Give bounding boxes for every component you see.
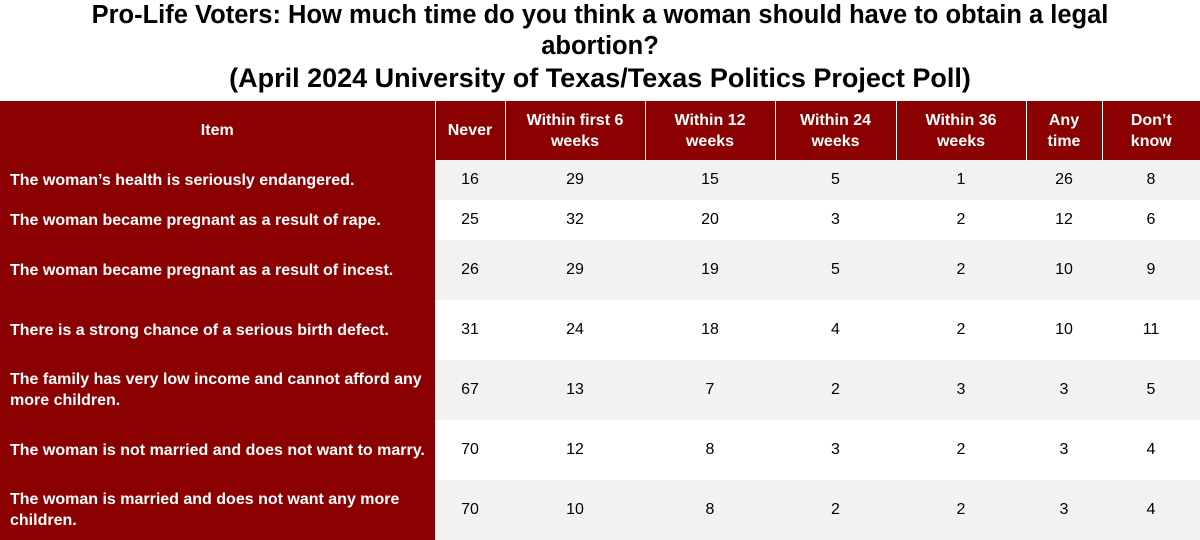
cell-value: 20 (645, 200, 775, 240)
cell-value: 4 (1102, 480, 1200, 540)
cell-value: 12 (505, 420, 645, 480)
title-line-1: Pro-Life Voters: How much time do you th… (91, 1, 1109, 29)
row-item-label: The family has very low income and canno… (0, 360, 435, 420)
cell-value: 4 (1102, 420, 1200, 480)
row-item-label: There is a strong chance of a serious bi… (0, 300, 435, 360)
row-item-label: The woman is not married and does not wa… (0, 420, 435, 480)
cell-value: 2 (775, 480, 896, 540)
cell-value: 12 (1026, 200, 1102, 240)
row-item-label: The woman became pregnant as a result of… (0, 200, 435, 240)
cell-value: 6 (1102, 200, 1200, 240)
cell-value: 26 (1026, 160, 1102, 200)
cell-value: 3 (1026, 420, 1102, 480)
cell-value: 3 (775, 420, 896, 480)
cell-value: 8 (1102, 160, 1200, 200)
cell-value: 29 (505, 240, 645, 300)
table-row: The woman’s health is seriously endanger… (0, 160, 1200, 200)
cell-value: 1 (896, 160, 1026, 200)
table-row: The woman became pregnant as a result of… (0, 240, 1200, 300)
row-item-label: The woman is married and does not want a… (0, 480, 435, 540)
cell-value: 15 (645, 160, 775, 200)
column-header-dont-know: Don’t know (1102, 101, 1200, 160)
table-row: The woman became pregnant as a result of… (0, 200, 1200, 240)
table-row: The woman is not married and does not wa… (0, 420, 1200, 480)
cell-value: 2 (896, 240, 1026, 300)
cell-value: 70 (435, 420, 505, 480)
cell-value: 2 (896, 200, 1026, 240)
cell-value: 2 (896, 300, 1026, 360)
cell-value: 29 (505, 160, 645, 200)
column-header-within-6-weeks: Within first 6 weeks (505, 101, 646, 160)
header-row: Item Never Within first 6 weeks Within 1… (0, 101, 1200, 160)
cell-value: 31 (435, 300, 505, 360)
cell-value: 4 (775, 300, 896, 360)
column-header-item: Item (0, 101, 436, 160)
cell-value: 3 (896, 360, 1026, 420)
cell-value: 67 (435, 360, 505, 420)
cell-value: 24 (505, 300, 645, 360)
cell-value: 13 (505, 360, 645, 420)
cell-value: 2 (775, 360, 896, 420)
title-line-2: abortion? (541, 32, 659, 60)
cell-value: 11 (1102, 300, 1200, 360)
cell-value: 8 (645, 420, 775, 480)
table-row: There is a strong chance of a serious bi… (0, 300, 1200, 360)
cell-value: 70 (435, 480, 505, 540)
cell-value: 32 (505, 200, 645, 240)
cell-value: 9 (1102, 240, 1200, 300)
chart-title: Pro-Life Voters: How much time do you th… (0, 0, 1200, 101)
poll-table: Item Never Within first 6 weeks Within 1… (0, 101, 1200, 540)
column-header-never: Never (435, 101, 506, 160)
cell-value: 3 (1026, 360, 1102, 420)
cell-value: 8 (645, 480, 775, 540)
cell-value: 2 (896, 480, 1026, 540)
cell-value: 10 (505, 480, 645, 540)
cell-value: 10 (1026, 240, 1102, 300)
cell-value: 3 (775, 200, 896, 240)
cell-value: 3 (1026, 480, 1102, 540)
cell-value: 5 (775, 240, 896, 300)
column-header-within-36-weeks: Within 36 weeks (896, 101, 1027, 160)
cell-value: 10 (1026, 300, 1102, 360)
title-line-3: (April 2024 University of Texas/Texas Po… (229, 63, 971, 93)
table-row: The woman is married and does not want a… (0, 480, 1200, 540)
table-row: The family has very low income and canno… (0, 360, 1200, 420)
cell-value: 18 (645, 300, 775, 360)
column-header-any-time: Any time (1026, 101, 1103, 160)
cell-value: 5 (775, 160, 896, 200)
cell-value: 7 (645, 360, 775, 420)
cell-value: 26 (435, 240, 505, 300)
cell-value: 16 (435, 160, 505, 200)
cell-value: 19 (645, 240, 775, 300)
row-item-label: The woman’s health is seriously endanger… (0, 160, 435, 200)
cell-value: 2 (896, 420, 1026, 480)
row-item-label: The woman became pregnant as a result of… (0, 240, 435, 300)
cell-value: 25 (435, 200, 505, 240)
cell-value: 5 (1102, 360, 1200, 420)
column-header-within-24-weeks: Within 24 weeks (775, 101, 897, 160)
column-header-within-12-weeks: Within 12 weeks (645, 101, 776, 160)
